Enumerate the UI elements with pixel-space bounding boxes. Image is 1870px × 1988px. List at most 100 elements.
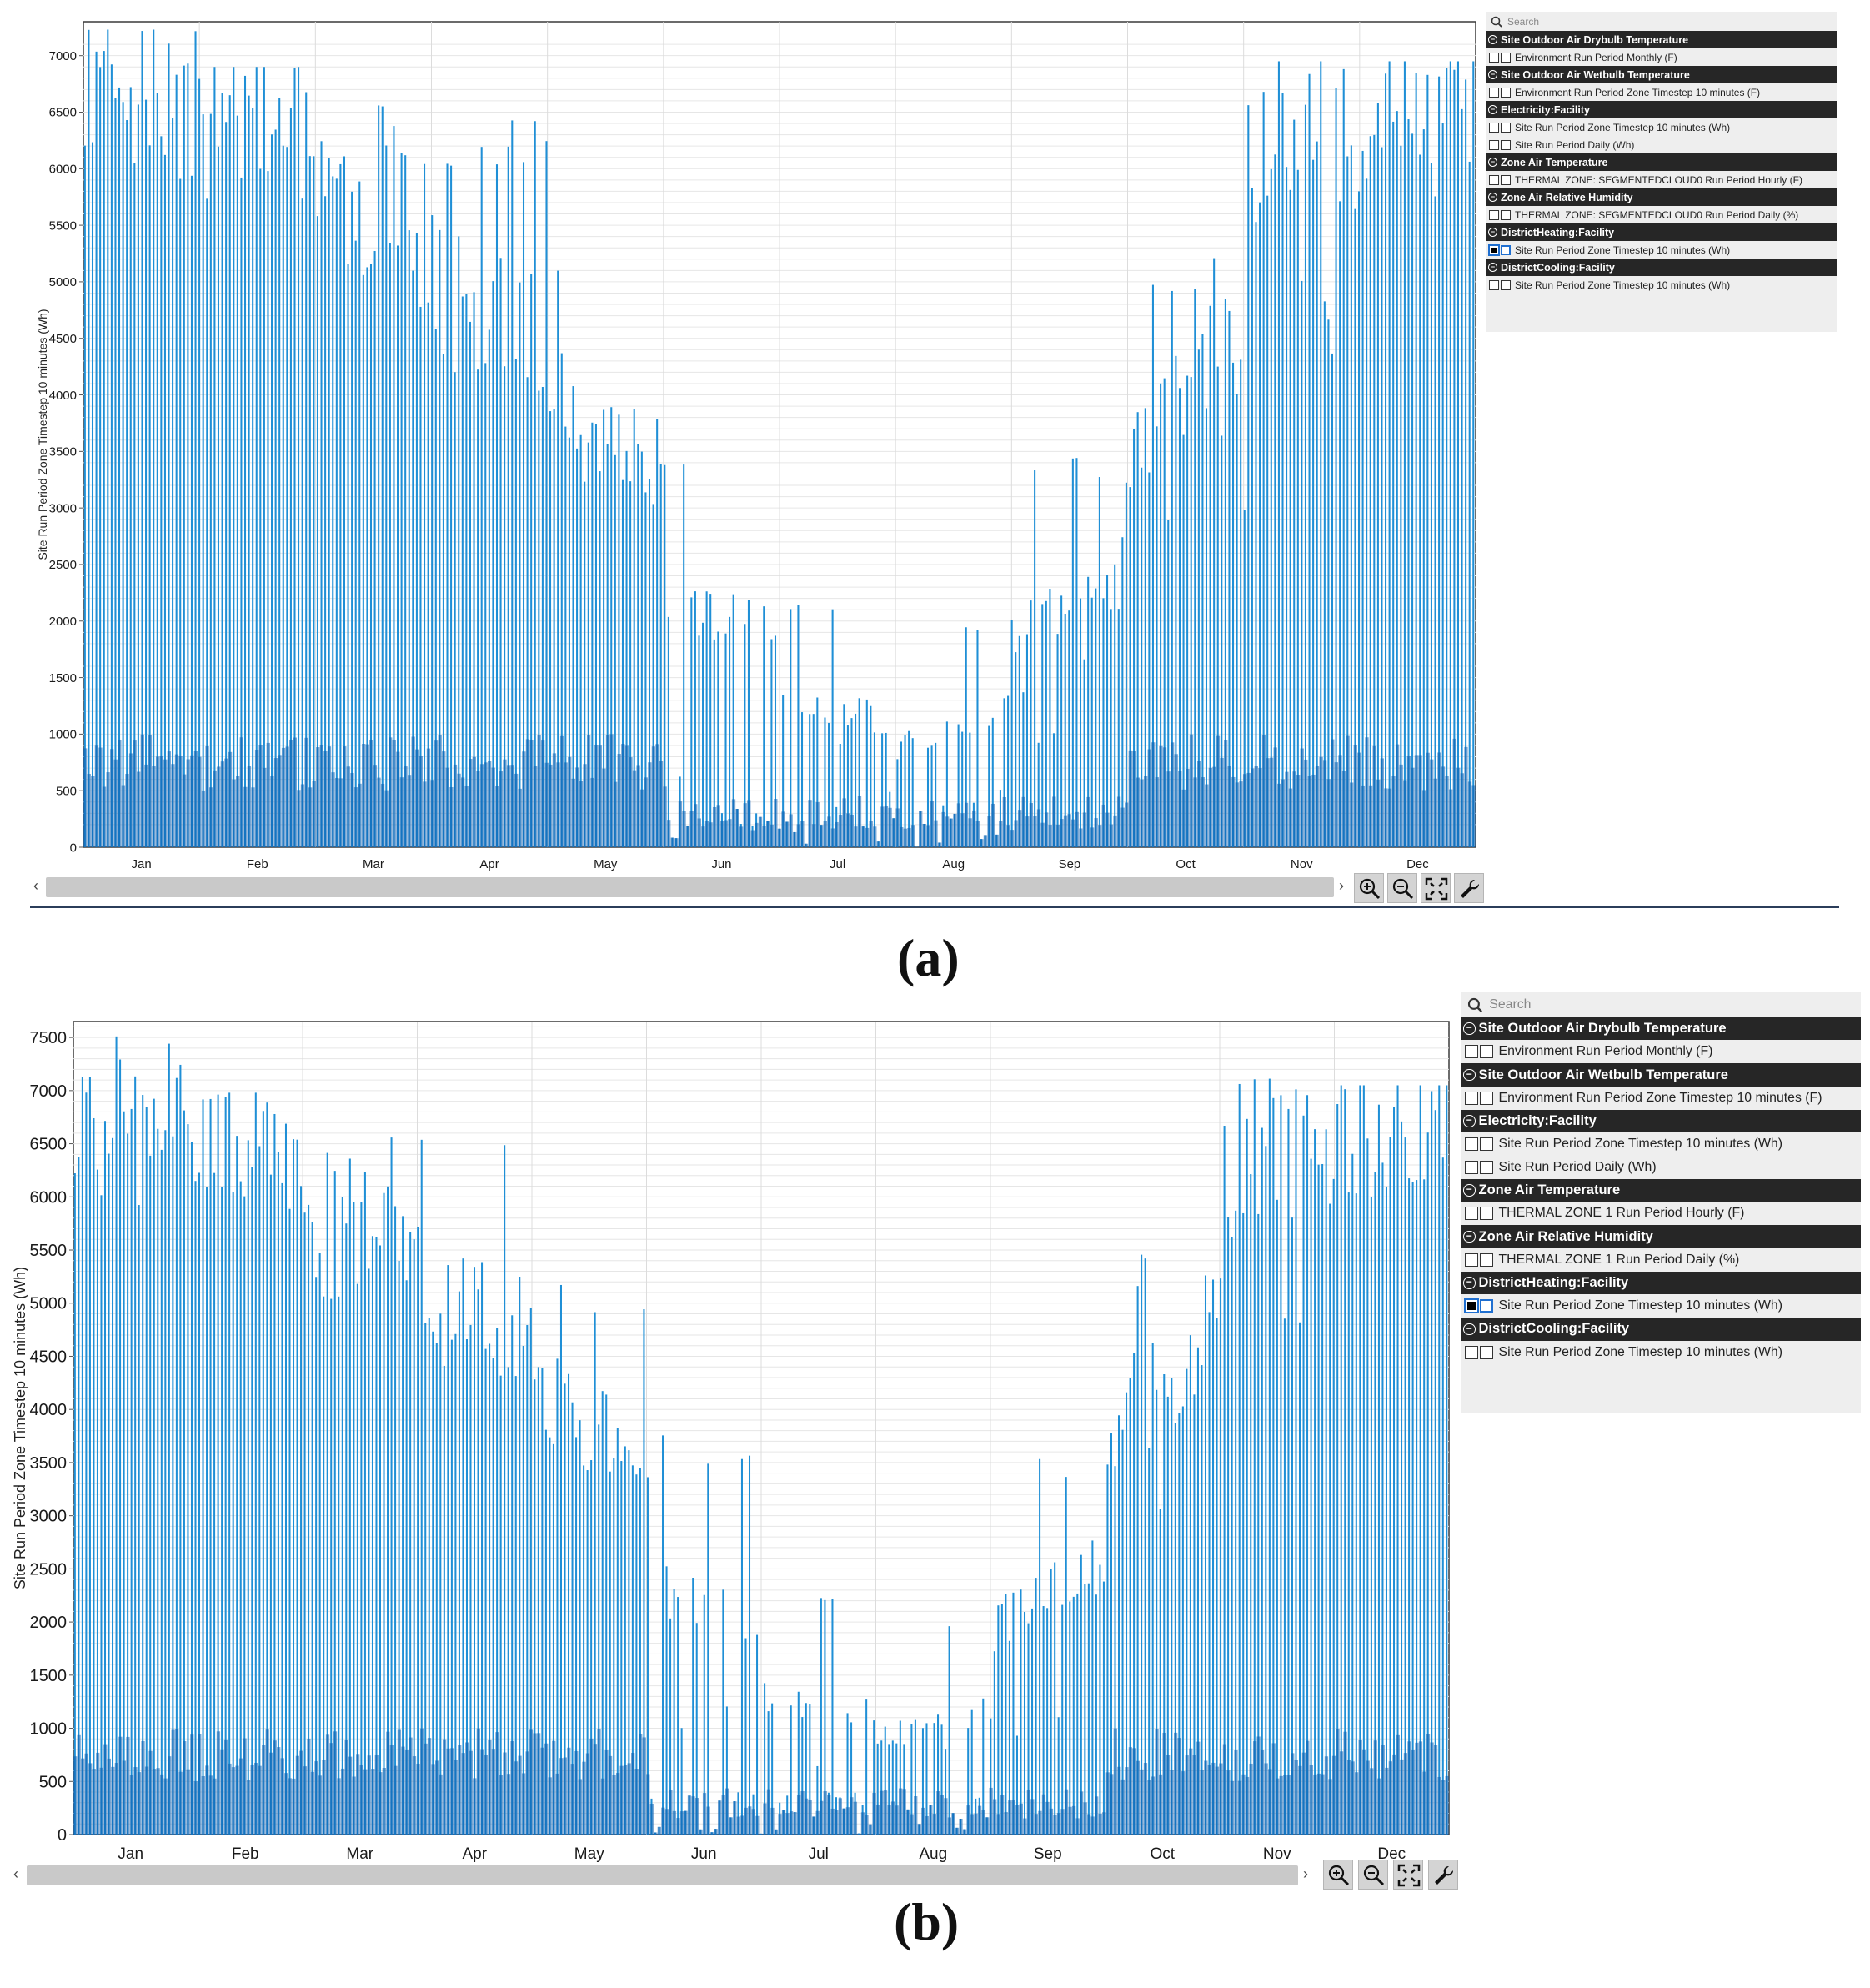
collapse-icon[interactable]: − — [1488, 228, 1497, 237]
collapse-icon[interactable]: − — [1488, 193, 1497, 202]
plot-checkbox[interactable] — [1465, 1045, 1479, 1059]
select-checkbox[interactable] — [1501, 87, 1511, 98]
plot-checkbox[interactable] — [1489, 174, 1499, 185]
variable-item[interactable]: Environment Run Period Monthly (F) — [1486, 48, 1837, 66]
variable-item[interactable]: Site Run Period Zone Timestep 10 minutes… — [1486, 241, 1837, 259]
plot-checkbox[interactable] — [1489, 122, 1499, 133]
collapse-icon[interactable]: − — [1488, 263, 1497, 272]
select-checkbox[interactable] — [1480, 1299, 1493, 1313]
horizontal-scrollbar-b[interactable] — [27, 1865, 1298, 1885]
plot-checkbox[interactable] — [1465, 1207, 1479, 1221]
select-checkbox[interactable] — [1501, 139, 1511, 150]
search-box[interactable]: Search — [1486, 12, 1837, 31]
variable-item[interactable]: Site Run Period Zone Timestep 10 minutes… — [1461, 1294, 1861, 1318]
variable-item[interactable]: THERMAL ZONE 1 Run Period Hourly (F) — [1461, 1202, 1861, 1225]
plot-checkbox[interactable] — [1465, 1091, 1479, 1105]
variable-group-header[interactable]: − DistrictCooling:Facility — [1461, 1318, 1861, 1341]
select-checkbox[interactable] — [1480, 1345, 1493, 1359]
search-box[interactable]: Search — [1461, 992, 1861, 1017]
collapse-icon[interactable]: − — [1463, 1022, 1476, 1035]
variable-item[interactable]: Environment Run Period Zone Timestep 10 … — [1461, 1087, 1861, 1110]
select-checkbox[interactable] — [1480, 1253, 1493, 1267]
collapse-icon[interactable]: − — [1463, 1184, 1476, 1197]
scroll-left-arrow-a[interactable]: ‹ — [33, 877, 38, 894]
select-checkbox[interactable] — [1480, 1137, 1493, 1152]
variable-group-header[interactable]: − Site Outdoor Air Wetbulb Temperature — [1461, 1063, 1861, 1087]
scroll-right-arrow-b[interactable]: › — [1303, 1865, 1308, 1882]
select-checkbox[interactable] — [1501, 279, 1511, 290]
variable-group-header[interactable]: − Zone Air Relative Humidity — [1486, 188, 1837, 206]
plot-checkbox[interactable] — [1489, 139, 1499, 150]
variable-group-header[interactable]: − DistrictHeating:Facility — [1461, 1271, 1861, 1295]
plot-checkbox[interactable] — [1465, 1160, 1479, 1174]
plot-checkbox[interactable] — [1465, 1299, 1479, 1313]
plot-checkbox[interactable] — [1465, 1137, 1479, 1152]
zoom-out-button-a[interactable] — [1387, 873, 1417, 903]
select-checkbox[interactable] — [1501, 174, 1511, 185]
collapse-icon[interactable]: − — [1488, 158, 1497, 167]
base-bar — [659, 761, 664, 847]
plot-checkbox[interactable] — [1465, 1345, 1479, 1359]
plot-checkbox[interactable] — [1489, 209, 1499, 220]
collapse-icon[interactable]: − — [1463, 1230, 1476, 1243]
variable-group-header[interactable]: − DistrictHeating:Facility — [1486, 223, 1837, 241]
variable-item[interactable]: THERMAL ZONE: SEGMENTEDCLOUD0 Run Period… — [1486, 206, 1837, 223]
data-bar — [462, 1258, 464, 1835]
horizontal-scrollbar-a[interactable] — [46, 877, 1334, 897]
variable-item[interactable]: Environment Run Period Zone Timestep 10 … — [1486, 83, 1837, 101]
variable-item[interactable]: THERMAL ZONE 1 Run Period Daily (%) — [1461, 1248, 1861, 1272]
collapse-icon[interactable]: − — [1488, 70, 1497, 79]
scroll-right-arrow-a[interactable]: › — [1339, 877, 1344, 894]
variable-item[interactable]: Site Run Period Zone Timestep 10 minutes… — [1486, 118, 1837, 136]
variable-group-header[interactable]: − Electricity:Facility — [1486, 101, 1837, 118]
collapse-icon[interactable]: − — [1488, 35, 1497, 44]
plot-checkbox[interactable] — [1489, 87, 1499, 98]
variable-item[interactable]: Site Run Period Zone Timestep 10 minutes… — [1486, 276, 1837, 294]
variable-item[interactable]: Site Run Period Daily (Wh) — [1486, 136, 1837, 153]
select-checkbox[interactable] — [1480, 1160, 1493, 1174]
variable-group-header[interactable]: − Zone Air Relative Humidity — [1461, 1225, 1861, 1248]
data-bar — [149, 1155, 152, 1835]
variable-group-header[interactable]: − Zone Air Temperature — [1461, 1178, 1861, 1202]
collapse-icon[interactable]: − — [1463, 1068, 1476, 1082]
variable-group-header[interactable]: − Site Outdoor Air Drybulb Temperature — [1461, 1017, 1861, 1041]
group-title: DistrictHeating:Facility — [1478, 1274, 1629, 1290]
settings-button-b[interactable] — [1428, 1860, 1458, 1890]
select-checkbox[interactable] — [1480, 1091, 1493, 1105]
variable-item[interactable]: Site Run Period Daily (Wh) — [1461, 1156, 1861, 1179]
select-checkbox[interactable] — [1501, 244, 1511, 255]
variable-item[interactable]: Site Run Period Zone Timestep 10 minutes… — [1461, 1341, 1861, 1364]
plot-checkbox[interactable] — [1465, 1253, 1479, 1267]
fit-to-window-button-b[interactable] — [1393, 1860, 1423, 1890]
base-bar — [338, 778, 343, 847]
base-bar — [714, 1829, 718, 1835]
fit-to-window-button-a[interactable] — [1421, 873, 1451, 903]
base-bar — [1151, 1776, 1156, 1835]
plot-checkbox[interactable] — [1489, 279, 1499, 290]
collapse-icon[interactable]: − — [1463, 1277, 1476, 1289]
variable-group-header[interactable]: − DistrictCooling:Facility — [1486, 259, 1837, 276]
variable-group-header[interactable]: − Site Outdoor Air Drybulb Temperature — [1486, 31, 1837, 48]
select-checkbox[interactable] — [1501, 209, 1511, 220]
zoom-out-button-b[interactable] — [1358, 1860, 1388, 1890]
collapse-icon[interactable]: − — [1463, 1115, 1476, 1127]
select-checkbox[interactable] — [1480, 1045, 1493, 1059]
select-checkbox[interactable] — [1480, 1207, 1493, 1221]
plot-checkbox[interactable] — [1489, 244, 1499, 255]
select-checkbox[interactable] — [1501, 122, 1511, 133]
variable-item[interactable]: THERMAL ZONE: SEGMENTEDCLOUD0 Run Period… — [1486, 171, 1837, 188]
collapse-icon[interactable]: − — [1463, 1323, 1476, 1336]
variable-group-header[interactable]: − Zone Air Temperature — [1486, 153, 1837, 171]
scroll-left-arrow-b[interactable]: ‹ — [13, 1865, 18, 1882]
variable-group-header[interactable]: − Electricity:Facility — [1461, 1109, 1861, 1133]
collapse-icon[interactable]: − — [1488, 105, 1497, 114]
variable-item[interactable]: Environment Run Period Monthly (F) — [1461, 1040, 1861, 1063]
data-bar — [366, 267, 368, 847]
plot-checkbox[interactable] — [1489, 52, 1499, 63]
zoom-in-button-a[interactable] — [1354, 873, 1384, 903]
zoom-in-button-b[interactable] — [1323, 1860, 1353, 1890]
select-checkbox[interactable] — [1501, 52, 1511, 63]
settings-button-a[interactable] — [1454, 873, 1484, 903]
variable-item[interactable]: Site Run Period Zone Timestep 10 minutes… — [1461, 1132, 1861, 1156]
variable-group-header[interactable]: − Site Outdoor Air Wetbulb Temperature — [1486, 66, 1837, 83]
